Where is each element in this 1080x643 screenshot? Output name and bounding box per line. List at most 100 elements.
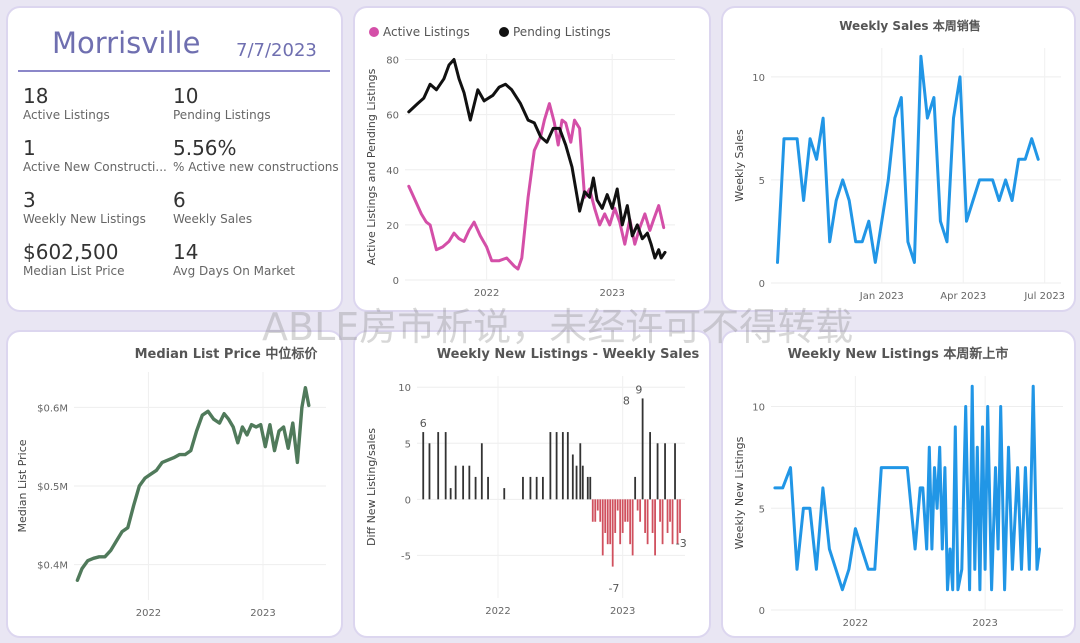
bar — [679, 499, 681, 533]
diff-chart-panel: Weekly New Listings - Weekly Sales Diff N… — [353, 330, 711, 638]
y-tick-label: $0.5M — [37, 482, 68, 493]
bar — [631, 499, 634, 556]
kpi-label: Pending Listings — [173, 108, 271, 122]
bar — [641, 398, 644, 500]
data-label: 9 — [635, 383, 642, 396]
bar — [594, 499, 597, 522]
y-tick-label: $0.6M — [37, 403, 68, 414]
median-price-chart-panel: Median List Price 中位标价 Median List Price $… — [6, 330, 343, 638]
bar — [529, 476, 532, 500]
bar — [634, 476, 637, 500]
bar — [601, 499, 604, 556]
y-tick-label: 10 — [752, 73, 765, 84]
kpi-label: Avg Days On Market — [173, 264, 295, 278]
bar — [656, 443, 659, 500]
title-divider — [18, 70, 330, 72]
x-tick-label: 2023 — [599, 288, 624, 299]
kpi-median-list-price: $602,500 Median List Price — [23, 240, 125, 278]
kpi-value: 6 — [173, 188, 186, 212]
series-line — [776, 54, 1040, 264]
y-axis-label: Weekly Sales — [733, 129, 746, 202]
kpi-active-listings: 18 Active Listings — [23, 84, 110, 122]
x-tick-label: 2022 — [136, 608, 161, 619]
y-tick-label: 10 — [752, 403, 765, 414]
bar — [606, 499, 609, 545]
data-label: 8 — [623, 395, 630, 408]
kpi-label: Active Listings — [23, 108, 110, 122]
bar — [661, 499, 664, 545]
bar — [541, 476, 544, 500]
kpi-card: Morrisville 7/7/2023 18 Active Listings … — [6, 6, 343, 312]
chart-title: Weekly New Listings 本周新上市 — [788, 346, 1009, 362]
chart-title: Median List Price 中位标价 — [135, 346, 319, 362]
y-tick-label: 40 — [386, 166, 399, 177]
x-tick-label: 2023 — [972, 618, 997, 629]
bar — [449, 488, 452, 500]
bar — [596, 499, 599, 511]
weekly-new-listings-chart-panel: Weekly New Listings 本周新上市 Weekly New List… — [721, 330, 1076, 638]
bar — [599, 499, 602, 522]
y-tick-label: 0 — [759, 606, 765, 617]
y-tick-label: 60 — [386, 111, 399, 122]
data-label: -7 — [608, 582, 619, 595]
bar — [609, 499, 612, 545]
y-axis-label: Weekly New Listings — [733, 436, 746, 549]
legend-marker — [499, 27, 509, 37]
report-date: 7/7/2023 — [236, 40, 317, 61]
bar — [555, 432, 558, 500]
y-tick-label: 0 — [393, 276, 399, 287]
active-pending-chart-panel: Active Listings and Pending Listings 0 20 4… — [353, 6, 711, 312]
kpi-value: 10 — [173, 84, 199, 108]
bar — [611, 499, 614, 567]
weekly-new-listings-chart: Weekly New Listings 本周新上市 Weekly New List… — [733, 346, 1063, 629]
data-label: 6 — [420, 417, 427, 430]
x-tick-label: Jul 2023 — [1023, 291, 1065, 302]
bar — [671, 499, 674, 545]
y-tick-label: 10 — [398, 383, 411, 394]
bar — [571, 454, 574, 500]
weekly-sales-chart: Weekly Sales 本周销售 Weekly Sales 0 5 10 Jan 202… — [733, 18, 1065, 302]
data-label: -3 — [676, 537, 687, 550]
kpi-value: 3 — [23, 188, 36, 212]
bar — [669, 499, 671, 522]
bar — [639, 499, 642, 522]
kpi-avg-days-on-market: 14 Avg Days On Market — [173, 240, 295, 278]
bar — [586, 476, 589, 500]
bar — [454, 465, 457, 500]
kpi-label: Median List Price — [23, 264, 125, 278]
bar — [462, 465, 465, 500]
x-tick-label: 2023 — [610, 606, 635, 617]
bar — [480, 443, 483, 500]
bar — [468, 465, 471, 500]
bar — [636, 499, 639, 511]
y-tick-label: 5 — [759, 176, 765, 187]
bar — [535, 476, 538, 500]
weekly-sales-chart-panel: Weekly Sales 本周销售 Weekly Sales 0 5 10 Jan 202… — [721, 6, 1076, 312]
kpi-pending-listings: 10 Pending Listings — [173, 84, 271, 122]
kpi-label: Active New Constructi... — [23, 160, 167, 174]
median-list-price-chart: Median List Price 中位标价 Median List Price $… — [16, 346, 326, 619]
y-tick-label: 5 — [405, 439, 411, 450]
bar — [629, 499, 632, 545]
x-tick-label: 2022 — [474, 288, 499, 299]
kpi-label: Weekly New Listings — [23, 212, 146, 226]
y-tick-label: -5 — [401, 551, 411, 562]
bar — [487, 476, 489, 500]
y-tick-label: $0.4M — [37, 561, 68, 572]
bar — [589, 476, 592, 500]
y-tick-label: 0 — [405, 495, 411, 506]
bar — [659, 499, 661, 522]
bar — [626, 499, 629, 522]
y-tick-label: 0 — [759, 279, 765, 290]
series-line — [75, 386, 311, 582]
bar — [651, 499, 654, 533]
x-tick-label: 2022 — [843, 618, 868, 629]
bar — [614, 499, 617, 533]
kpi-weekly-sales: 6 Weekly Sales — [173, 188, 252, 226]
y-axis-label: Diff New Listing/sales — [365, 428, 378, 546]
bar — [664, 443, 666, 500]
bar — [437, 432, 440, 500]
bar — [474, 476, 477, 500]
x-tick-label: 2023 — [250, 608, 275, 619]
bar — [644, 499, 647, 533]
